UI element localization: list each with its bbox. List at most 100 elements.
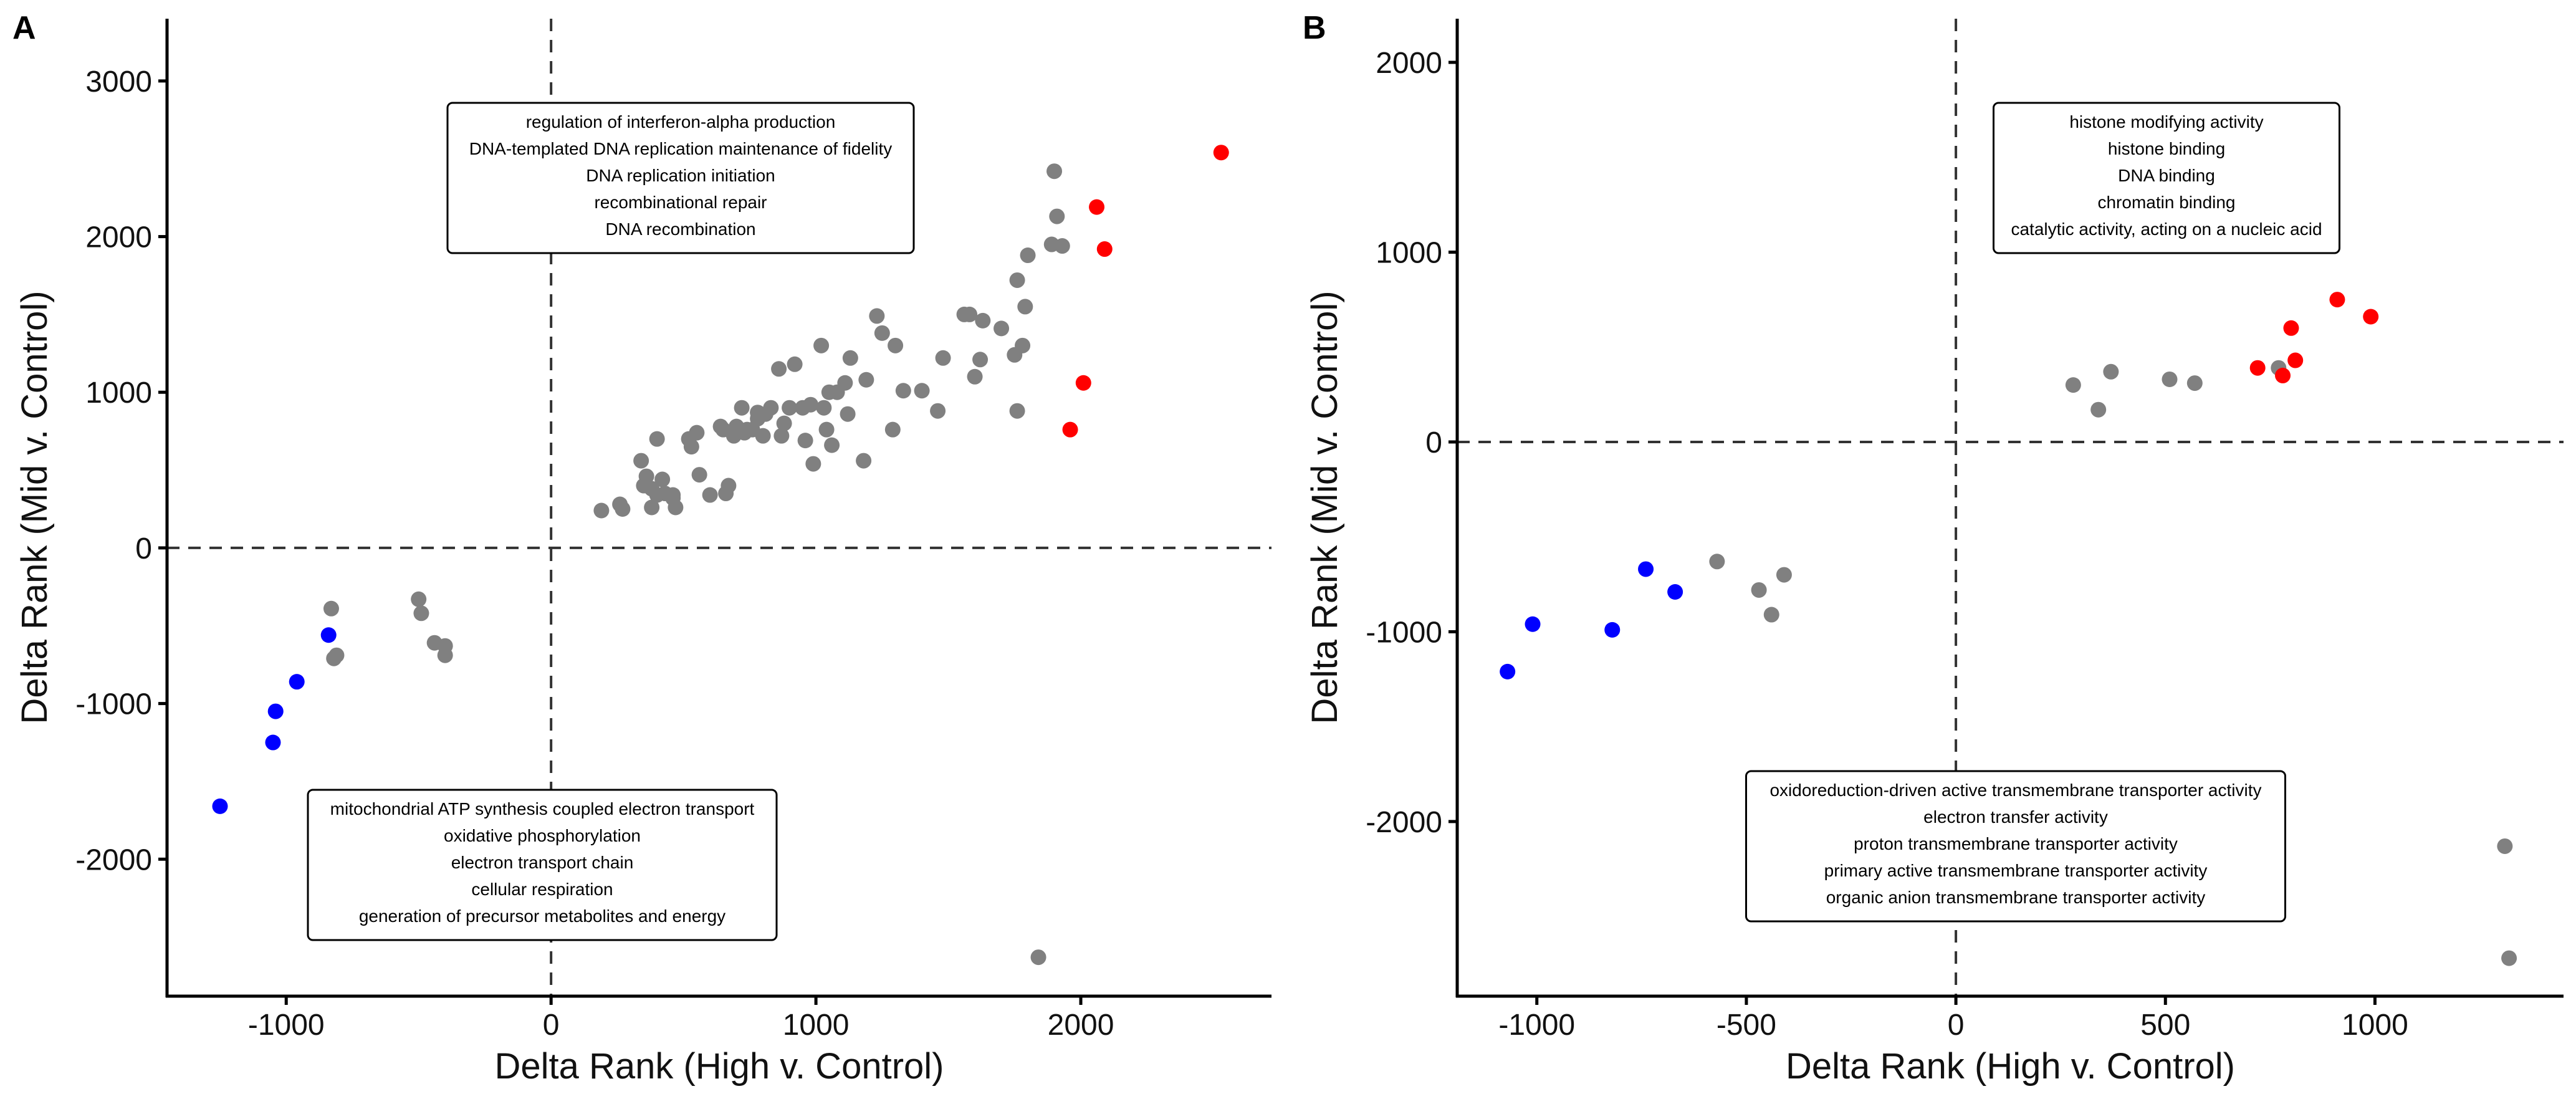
- y-tick-label: -1000: [1366, 616, 1442, 649]
- data-point-grey: [816, 400, 832, 416]
- data-point-grey: [773, 428, 790, 444]
- data-point-grey: [2103, 363, 2119, 380]
- data-point-red: [1089, 199, 1105, 215]
- data-point-red: [1062, 421, 1078, 438]
- data-point-grey: [771, 361, 787, 377]
- data-point-blue: [1525, 616, 1541, 632]
- data-point-grey: [689, 425, 705, 441]
- data-point-grey: [1751, 582, 1767, 598]
- x-tick-label: 2000: [1048, 1009, 1114, 1042]
- x-tick-label: 0: [1948, 1009, 1965, 1042]
- x-tick-label: 1000: [2342, 1009, 2408, 1042]
- annotation-text: oxidoreduction-driven active transmembra…: [1769, 780, 2261, 800]
- data-point-grey: [2497, 838, 2513, 854]
- data-point-grey: [776, 415, 792, 431]
- x-axis-title: Delta Rank (High v. Control): [1786, 1046, 2235, 1087]
- data-point-grey: [683, 439, 699, 455]
- y-tick-label: -2000: [75, 843, 152, 876]
- data-point-grey: [328, 647, 345, 663]
- y-tick-label: 2000: [85, 221, 152, 254]
- y-tick-label: 1000: [1376, 236, 1442, 269]
- data-point-blue: [267, 703, 284, 719]
- y-tick-label: -1000: [75, 688, 152, 721]
- data-point-grey: [797, 433, 813, 449]
- data-point-grey: [2162, 371, 2178, 387]
- x-tick-label: -500: [1717, 1009, 1776, 1042]
- data-point-grey: [895, 383, 911, 399]
- x-tick-label: -1000: [1498, 1009, 1575, 1042]
- data-point-blue: [265, 734, 281, 751]
- data-point-red: [1075, 375, 1091, 391]
- data-point-grey: [2186, 375, 2203, 391]
- data-point-grey: [782, 400, 798, 416]
- data-point-grey: [842, 350, 858, 366]
- data-point-grey: [805, 456, 821, 472]
- data-point-grey: [1046, 163, 1063, 180]
- data-point-grey: [411, 591, 427, 607]
- data-point-grey: [2501, 950, 2517, 966]
- data-point-grey: [1030, 949, 1046, 966]
- panel-a: A -1000 0 1000 2000 -2000 -1000 0 1000 2000 3000 De…: [12, 10, 1271, 1087]
- data-point-grey: [1776, 567, 1792, 583]
- data-point-grey: [721, 478, 737, 494]
- y-axis-title: Delta Rank (Mid v. Control): [14, 290, 55, 724]
- data-point-grey: [763, 400, 779, 416]
- data-point-grey: [888, 337, 904, 353]
- data-point-grey: [668, 499, 684, 516]
- annotation-text: DNA replication initiation: [586, 166, 775, 185]
- data-point-grey: [1709, 554, 1725, 570]
- data-point-grey: [649, 431, 665, 447]
- data-point-grey: [930, 403, 946, 419]
- data-point-grey: [818, 421, 835, 438]
- data-point-red: [1213, 145, 1229, 161]
- annotation-box-lower: [307, 789, 778, 941]
- y-tick-label: -2000: [1366, 806, 1442, 839]
- annotation-text: primary active transmembrane transporter…: [1824, 861, 2208, 880]
- annotation-box-upper: [446, 102, 915, 254]
- annotation-text: electron transport chain: [451, 853, 634, 872]
- data-point-grey: [914, 383, 930, 399]
- annotation-text: DNA binding: [2118, 166, 2215, 185]
- data-point-red: [2329, 292, 2345, 308]
- data-point-grey: [644, 499, 660, 516]
- data-point-grey: [734, 400, 750, 416]
- data-point-red: [2283, 320, 2299, 336]
- annotation-text: oxidative phosphorylation: [444, 826, 641, 845]
- data-point-grey: [962, 306, 978, 322]
- annotation-text: histone binding: [2108, 139, 2225, 158]
- annotation-text: histone modifying activity: [2069, 112, 2263, 132]
- annotation-text: catalytic activity, acting on a nucleic …: [2011, 219, 2322, 239]
- data-point-grey: [837, 375, 853, 391]
- data-point-grey: [1020, 247, 1036, 264]
- data-point-red: [1096, 241, 1113, 257]
- data-point-grey: [702, 487, 718, 503]
- y-tick-label: 1000: [85, 377, 152, 410]
- x-tick-label: -1000: [248, 1009, 325, 1042]
- annotation-text: DNA-templated DNA replication maintenanc…: [469, 139, 893, 158]
- data-point-grey: [813, 337, 830, 353]
- panel-letter: B: [1303, 10, 1326, 46]
- data-point-grey: [633, 453, 649, 469]
- data-point-grey: [967, 368, 983, 385]
- data-point-grey: [755, 428, 771, 444]
- data-point-grey: [1054, 238, 1070, 254]
- data-point-blue: [1604, 622, 1621, 638]
- data-point-grey: [1049, 208, 1065, 224]
- data-point-red: [2249, 360, 2266, 376]
- data-point-grey: [884, 421, 901, 438]
- data-point-grey: [1017, 299, 1033, 315]
- data-point-grey: [874, 325, 890, 341]
- data-point-grey: [654, 471, 671, 487]
- panel-b: B -1000 -500 0 500 1000 -2000 -1000 0 1000 2000 Del…: [1303, 10, 2564, 1087]
- y-tick-label: 2000: [1376, 47, 1442, 80]
- data-point-grey: [437, 647, 453, 663]
- annotation-text: organic anion transmembrane transporter …: [1826, 888, 2206, 907]
- data-point-blue: [320, 627, 337, 643]
- data-point-grey: [615, 501, 631, 517]
- x-tick-label: 0: [543, 1009, 560, 1042]
- annotation-box-lower: [1745, 770, 2286, 923]
- data-point-grey: [2065, 377, 2081, 393]
- data-point-red: [2275, 367, 2291, 383]
- data-point-blue: [1667, 583, 1683, 600]
